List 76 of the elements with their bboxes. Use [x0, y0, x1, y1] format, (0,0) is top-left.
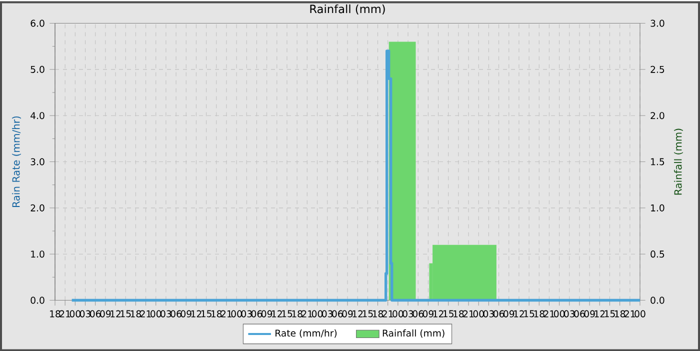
x-tick-label: 06	[251, 310, 262, 318]
x-tick-label: 12	[433, 310, 444, 318]
x-tick-label: 03	[483, 310, 494, 318]
x-tick-label: 15	[362, 310, 373, 318]
x-tick-label: 03	[241, 310, 252, 318]
x-tick-label: 12	[110, 310, 121, 318]
y2-tick-label: 3.0	[650, 20, 664, 27]
y-tick-label: 6.0	[30, 20, 44, 27]
x-tick-label: 00	[70, 310, 80, 318]
x-tick-label: 12	[594, 310, 605, 318]
y2-tick-label: 1.5	[651, 158, 664, 166]
x-tick-label: 21	[221, 310, 232, 318]
y-tick-label: 0.0	[30, 296, 44, 304]
x-tick-label: 15	[282, 310, 292, 318]
x-tick-label: 18	[292, 310, 302, 318]
x-tick-label: 12	[514, 310, 524, 318]
x-tick-label: 21	[544, 310, 554, 318]
x-tick-label: 09	[422, 310, 434, 318]
x-tick-label: 15	[201, 310, 212, 318]
x-tick-label: 15	[120, 310, 131, 318]
y2-tick-label: 2.5	[650, 66, 664, 73]
x-tick-label: 15	[524, 310, 534, 318]
y-tick-label: 5.0	[30, 66, 44, 73]
x-tick-label: 12	[272, 310, 282, 318]
x-tick-label: 06	[170, 310, 182, 318]
y-axis-title: Rain Rate (mm/hr)	[12, 116, 21, 207]
x-tick-label: 09	[180, 310, 192, 318]
y2-tick-label: 1.0	[651, 204, 664, 212]
x-tick-label: 18	[50, 310, 60, 318]
legend-label: Rainfall (mm)	[382, 329, 444, 338]
x-tick-label: 12	[352, 310, 363, 318]
y-tick-label: 4.0	[30, 112, 44, 119]
x-tick-label: 00	[312, 310, 323, 318]
x-tick-label: 03	[322, 310, 333, 318]
y2-tick-label: 0.0	[650, 296, 664, 304]
y-tick-label: 2.0	[30, 204, 44, 212]
x-tick-label: 21	[463, 310, 474, 318]
x-tick-label: 21	[140, 310, 151, 318]
x-tick-label: 15	[604, 310, 615, 318]
x-tick-label: 18	[534, 310, 544, 318]
x-tick-label: 18	[614, 310, 626, 318]
y2-axis-title: Rainfall (mm)	[674, 128, 683, 194]
x-tick-label: 09	[584, 310, 595, 318]
y-tick-label: 1.0	[31, 250, 44, 258]
x-tick-label: 21	[60, 310, 70, 318]
x-tick-label: 12	[191, 310, 202, 318]
x-tick-label: 00	[634, 310, 646, 318]
x-tick-label: 15	[443, 310, 454, 318]
x-tick-label: 00	[554, 310, 565, 318]
x-tick-label: 06	[574, 310, 585, 318]
x-tick-label: 09	[342, 310, 353, 318]
y2-tick-label: 2.0	[650, 112, 664, 119]
x-tick-label: 18	[211, 310, 222, 318]
x-tick-label: 09	[504, 310, 514, 318]
x-tick-label: 00	[150, 310, 162, 318]
x-tick-label: 06	[90, 310, 101, 318]
y-tick-label: 3.0	[30, 158, 44, 166]
x-tick-label: 21	[382, 310, 393, 318]
x-tick-label: 18	[454, 310, 464, 318]
x-tick-label: 00	[392, 310, 404, 318]
x-tick-label: 03	[402, 310, 414, 318]
x-tick-label: 03	[80, 310, 90, 318]
x-tick-label: 06	[412, 310, 424, 318]
chart-title: Rainfall (mm)	[310, 4, 385, 14]
legend-label: Rate (mm/hr)	[276, 329, 337, 338]
x-tick-label: 21	[624, 310, 635, 318]
x-tick-label: 21	[302, 310, 312, 318]
x-tick-label: 18	[372, 310, 384, 318]
x-tick-label: 03	[564, 310, 575, 318]
x-tick-label: 09	[261, 310, 272, 318]
x-tick-label: 18	[130, 310, 141, 318]
x-tick-label: 06	[493, 310, 504, 318]
y2-tick-label: 0.5	[650, 250, 664, 258]
x-tick-label: 06	[332, 310, 343, 318]
x-tick-label: 09	[100, 310, 111, 318]
x-tick-label: 00	[231, 310, 242, 318]
